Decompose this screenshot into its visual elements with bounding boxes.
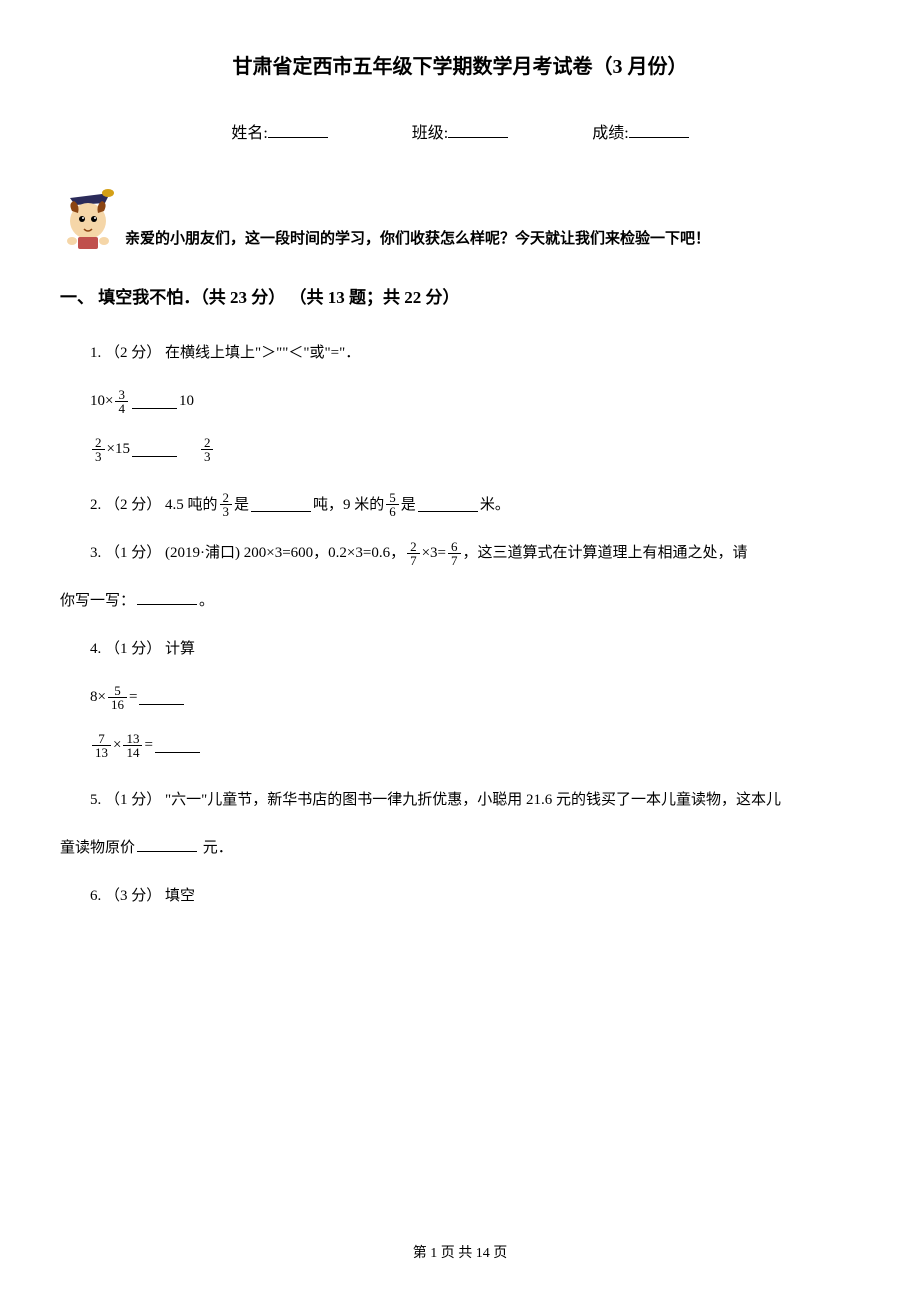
- fraction-den: 16: [108, 697, 127, 711]
- q5-line2-prefix: 童读物原价: [60, 840, 135, 856]
- fraction-den: 6: [386, 504, 399, 518]
- q4-expr2: 7 13 × 13 14 =: [90, 730, 860, 760]
- q4-expr1-eq: =: [129, 689, 137, 706]
- q1-expr2-mid: ×15: [107, 441, 130, 458]
- class-label: 班级:: [412, 125, 448, 142]
- fraction-den: 7: [448, 553, 461, 567]
- fraction-num: 3: [115, 388, 128, 401]
- q4-expr1-left: 8×: [90, 689, 106, 706]
- q1-expr2-fraction2: 2 3: [201, 436, 214, 463]
- fraction-num: 2: [407, 540, 420, 553]
- fraction-den: 3: [201, 449, 214, 463]
- fraction-num: 2: [92, 436, 105, 449]
- q4-text: 4. （1 分） 计算: [90, 634, 860, 664]
- q3-text: 3. （1 分） (2019·浦口) 200×3=600，0.2×3=0.6， …: [90, 538, 860, 569]
- q4-expr2-mid: ×: [113, 737, 121, 754]
- q3-line2: 你写一写： 。: [60, 586, 860, 616]
- name-blank[interactable]: [268, 122, 328, 138]
- q3-line2-prefix: 你写一写：: [60, 593, 135, 609]
- fraction-den: 13: [92, 745, 111, 759]
- q2-blank1[interactable]: [251, 497, 311, 512]
- q4-expr2-fraction2: 13 14: [123, 732, 142, 759]
- fraction-num: 5: [111, 684, 124, 697]
- q4-expr2-eq: =: [144, 737, 152, 754]
- q2-mid2: 吨，9 米的: [313, 490, 384, 520]
- q4-expr2-blank[interactable]: [155, 738, 200, 753]
- q1-expr2-fraction1: 2 3: [92, 436, 105, 463]
- q5-text: 5. （1 分） "六一"儿童节，新华书店的图书一律九折优惠，小聪用 21.6 …: [90, 785, 860, 815]
- q4-expr1-blank[interactable]: [139, 690, 184, 705]
- score-blank[interactable]: [629, 122, 689, 138]
- q3-line2-suffix: 。: [199, 593, 214, 609]
- q2-prefix: 2. （2 分） 4.5 吨的: [90, 490, 218, 520]
- class-blank[interactable]: [448, 122, 508, 138]
- q1-text: 1. （2 分） 在横线上填上"＞""＜"或"="．: [90, 338, 860, 368]
- class-field: 班级:: [412, 119, 508, 143]
- name-field: 姓名:: [231, 119, 327, 143]
- name-label: 姓名:: [231, 125, 267, 142]
- fraction-num: 7: [95, 732, 108, 745]
- score-label: 成绩:: [592, 125, 628, 142]
- q1-expr2: 2 3 ×15 2 3: [90, 434, 860, 464]
- q2-mid3: 是: [401, 490, 416, 520]
- fraction-num: 2: [220, 491, 233, 504]
- q1-expr1-blank[interactable]: [132, 394, 177, 409]
- q1-expr1-fraction: 3 4: [115, 388, 128, 415]
- fraction-num: 13: [123, 732, 142, 745]
- q5-line2-suffix: 元．: [199, 840, 233, 856]
- greeting-text: 亲爱的小朋友们，这一段时间的学习，你们收获怎么样呢？今天就让我们来检验一下吧！: [125, 227, 710, 253]
- fraction-den: 4: [115, 401, 128, 415]
- fraction-den: 14: [123, 745, 142, 759]
- q5-line2: 童读物原价 元．: [60, 833, 860, 863]
- fraction-den: 3: [92, 449, 105, 463]
- fraction-num: 2: [201, 436, 214, 449]
- q4-expr2-fraction1: 7 13: [92, 732, 111, 759]
- info-row: 姓名: 班级: 成绩:: [60, 119, 860, 143]
- q5-blank[interactable]: [137, 837, 197, 852]
- q1-expr1: 10× 3 4 10: [90, 386, 860, 416]
- q2-text: 2. （2 分） 4.5 吨的 2 3 是 吨，9 米的 5 6 是 米。: [90, 489, 860, 520]
- q6-text: 6. （3 分） 填空: [90, 881, 860, 911]
- fraction-den: 3: [220, 504, 233, 518]
- fraction-den: 7: [407, 553, 420, 567]
- score-field: 成绩:: [592, 119, 688, 143]
- section1-header: 一、 填空我不怕．（共 23 分） （共 13 题；共 22 分）: [60, 283, 860, 308]
- q4-expr1-fraction: 5 16: [108, 684, 127, 711]
- q2-fraction2: 5 6: [386, 491, 399, 518]
- q1-expr2-blank[interactable]: [132, 442, 177, 457]
- q1-expr1-right: 10: [179, 393, 194, 410]
- q2-fraction1: 2 3: [220, 491, 233, 518]
- fraction-num: 6: [448, 540, 461, 553]
- q2-blank2[interactable]: [418, 497, 478, 512]
- q3-fraction1: 2 7: [407, 540, 420, 567]
- q4-expr1: 8× 5 16 =: [90, 682, 860, 712]
- q1-expr1-left: 10×: [90, 393, 113, 410]
- q3-mid1: ×3=: [422, 538, 446, 568]
- q3-prefix: 3. （1 分） (2019·浦口) 200×3=600，0.2×3=0.6，: [90, 538, 405, 568]
- q3-mid2: ，这三道算式在计算道理上有相通之处，请: [463, 538, 748, 568]
- q2-mid1: 是: [234, 490, 249, 520]
- mascot-section: 亲爱的小朋友们，这一段时间的学习，你们收获怎么样呢？今天就让我们来检验一下吧！: [60, 183, 860, 253]
- q2-suffix: 米。: [480, 490, 510, 520]
- fraction-num: 5: [386, 491, 399, 504]
- q3-blank[interactable]: [137, 590, 197, 605]
- mascot-icon: [60, 183, 120, 253]
- exam-title: 甘肃省定西市五年级下学期数学月考试卷（3 月份）: [60, 50, 860, 79]
- page-footer: 第 1 页 共 14 页: [0, 1242, 920, 1262]
- q3-fraction2: 6 7: [448, 540, 461, 567]
